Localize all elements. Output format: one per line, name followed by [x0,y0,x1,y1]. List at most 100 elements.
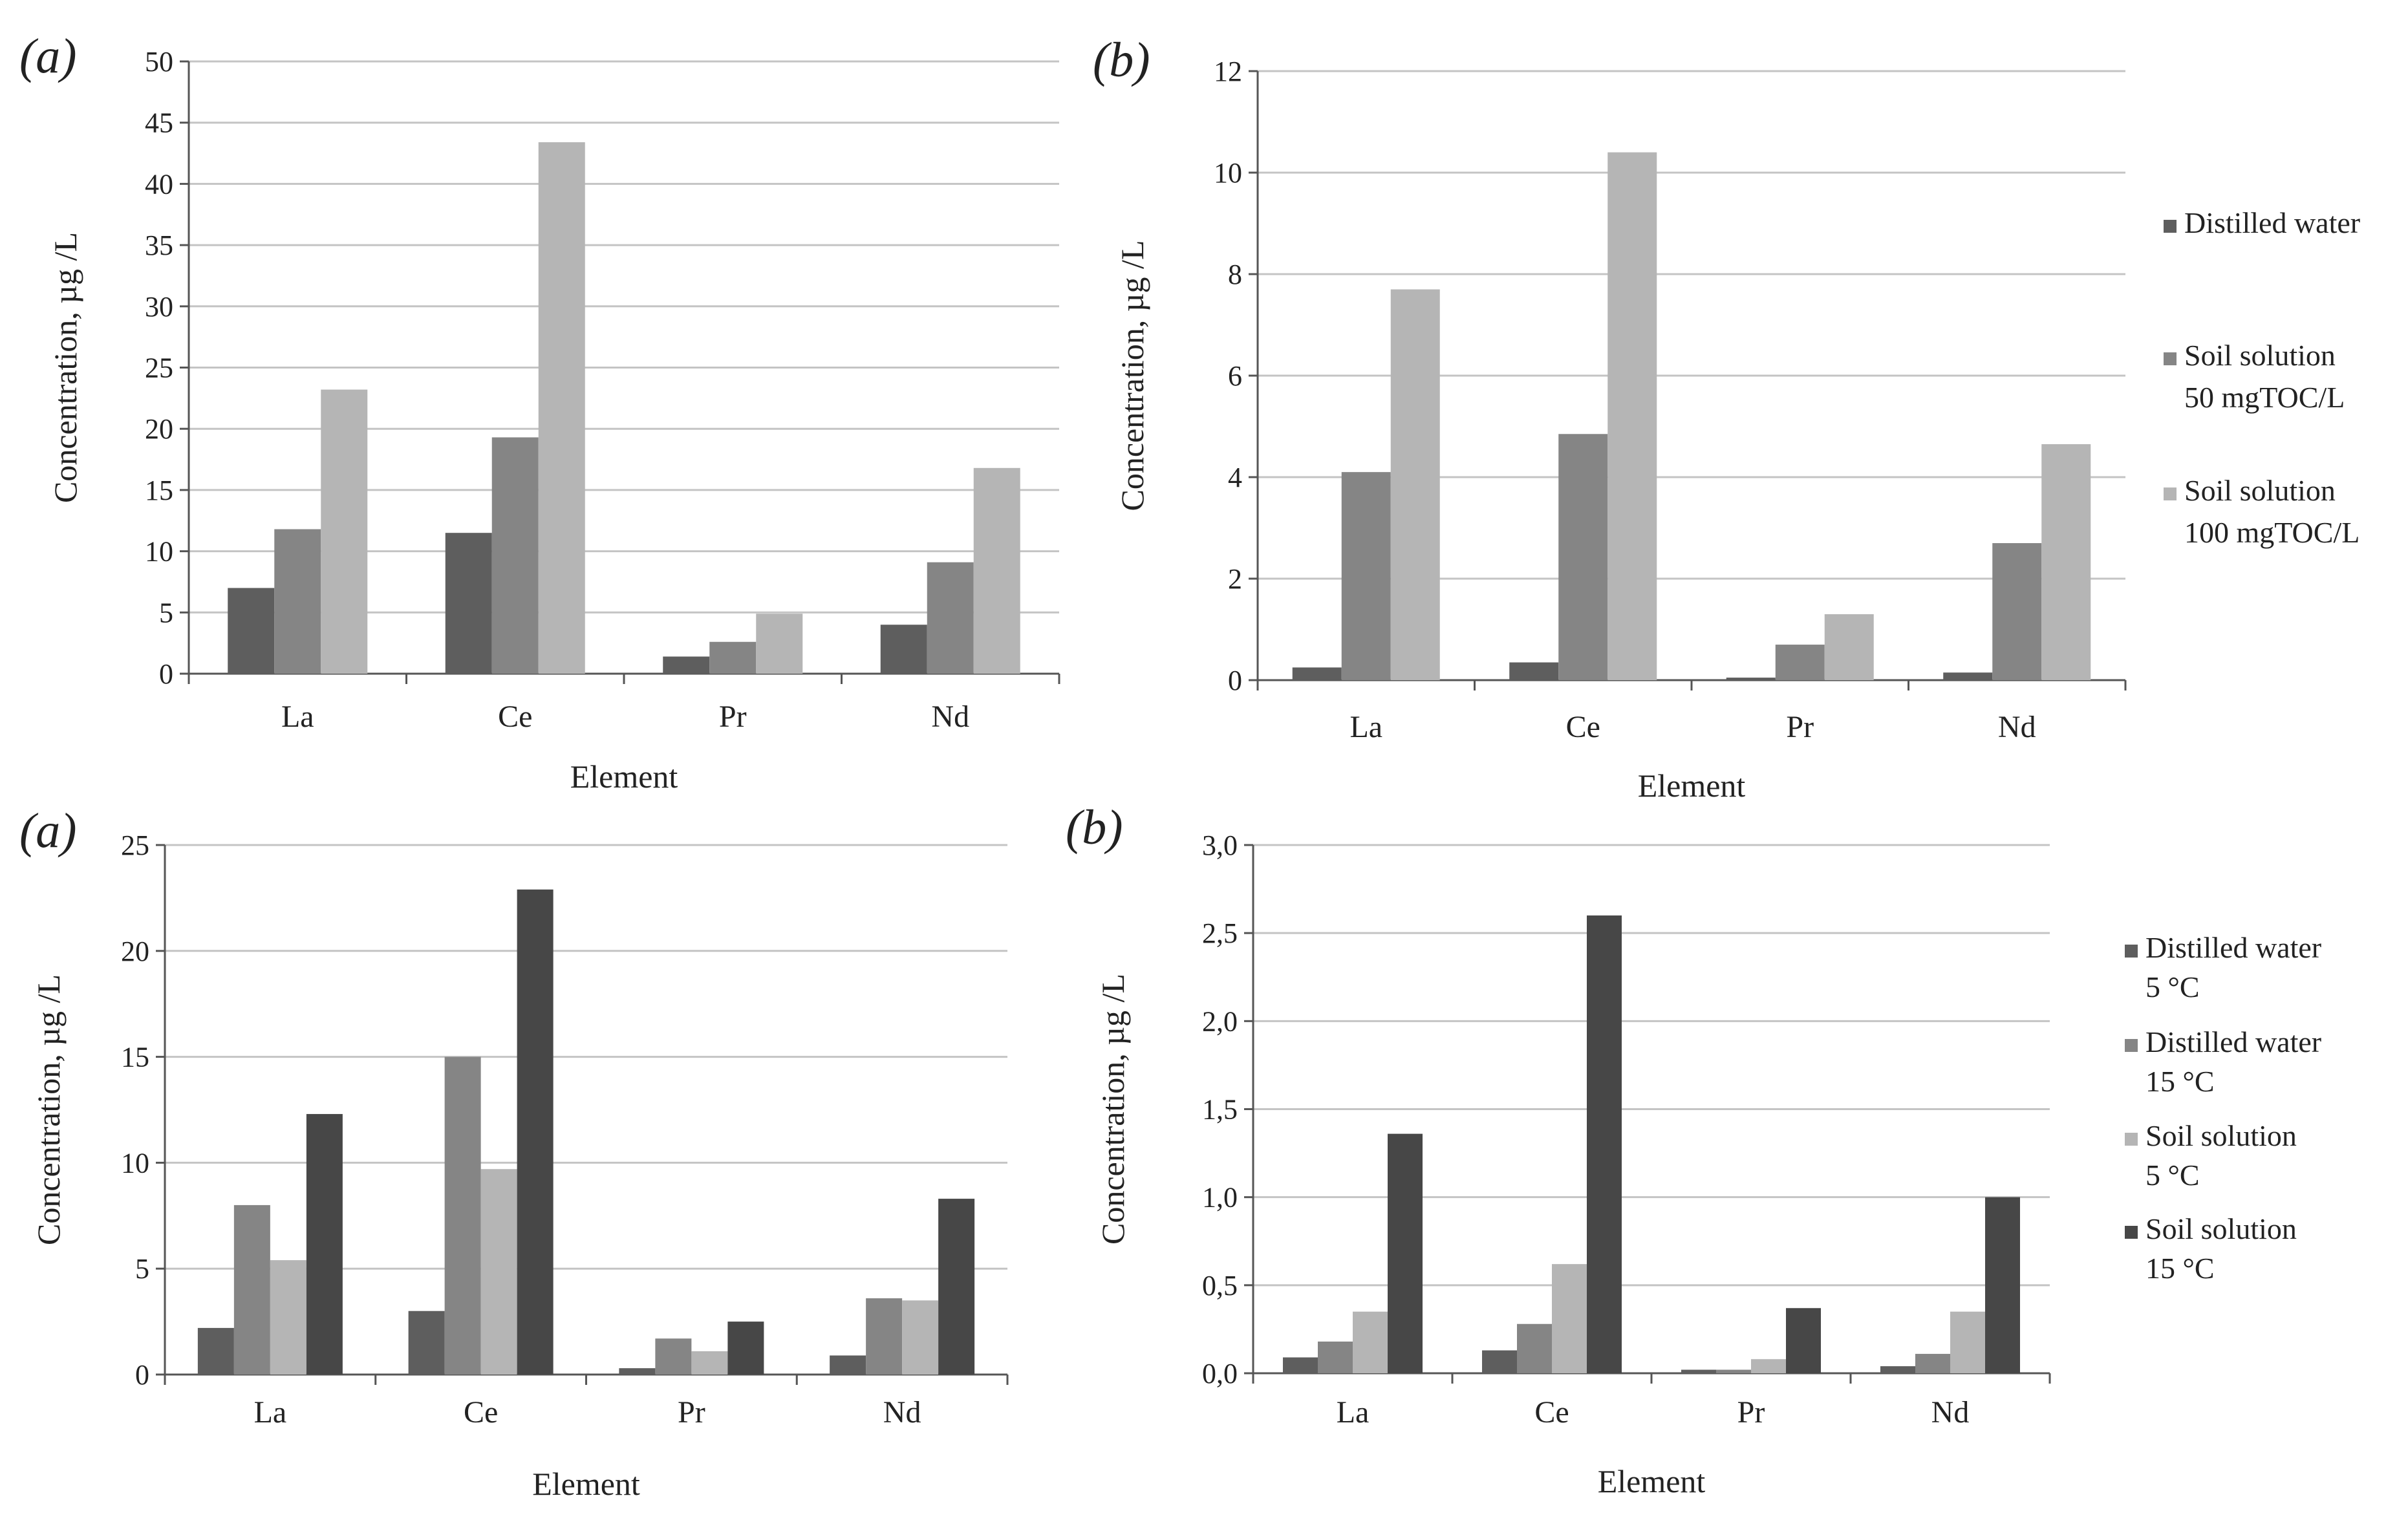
bar-la-series-1 [197,1327,234,1375]
y-tick-label: 0 [159,658,173,690]
bar-la-series-3 [1353,1311,1388,1373]
x-category-label: Ce [464,1395,498,1429]
bar-pr-series-4 [727,1322,764,1375]
bar-nd-series-2 [866,1298,903,1375]
x-category-label: Pr [1737,1395,1765,1429]
bar-nd-series-3 [973,467,1020,674]
y-tick-label: 2 [1228,563,1242,595]
legend-swatch [2164,487,2177,500]
bar-nd-series-1 [1943,672,1993,680]
x-category-label: Ce [498,700,532,734]
bar-nd-series-4 [1985,1197,2020,1373]
bar-nd-series-3 [2041,444,2091,680]
x-axis-title: Element [1638,767,1746,804]
x-category-label: La [1349,710,1382,744]
bar-ce-series-4 [517,889,554,1375]
legend-label: 15 °C [2145,1065,2215,1098]
legend-swatch [2164,352,2177,365]
x-category-label: Nd [883,1395,921,1429]
bar-la-series-2 [1341,472,1391,680]
legend-label: 15 °C [2145,1252,2215,1285]
bar-pr-series-2 [655,1338,692,1375]
legend-swatch [2164,220,2177,233]
bar-la-series-1 [1283,1357,1318,1373]
bar-ce-series-3 [538,142,585,674]
legend-label: Soil solution [2145,1119,2297,1152]
y-tick-label: 2,0 [1202,1005,1238,1037]
y-tick-label: 15 [121,1042,149,1073]
x-category-label: Pr [719,700,747,734]
y-tick-label: 12 [1214,56,1242,87]
bar-la-series-3 [270,1260,306,1375]
x-category-label: Ce [1566,710,1600,744]
bar-pr-series-2 [1716,1369,1751,1373]
legend-swatch [2125,945,2138,958]
bar-la-series-1 [1292,667,1342,680]
bar-ce-series-3 [1552,1264,1587,1373]
legend-swatch [2125,1039,2138,1052]
bar-pr-series-3 [1824,614,1874,680]
bar-la-series-2 [274,529,321,674]
y-tick-label: 20 [145,413,173,445]
y-tick-label: 10 [1214,157,1242,189]
y-tick-label: 30 [145,291,173,323]
x-category-label: Nd [931,700,969,734]
bar-pr-series-1 [619,1368,656,1375]
y-tick-label: 45 [145,107,173,139]
chart-2: 0 2 4 6 8 10 12 La Ce Pr Nd Element Concentration, µ… [1093,33,2360,804]
y-tick-label: 0,0 [1202,1358,1238,1389]
bar-nd-series-3 [902,1300,939,1375]
y-tick-label: 1,0 [1202,1182,1238,1214]
y-axis-title: Concentration, µg /L [47,232,83,503]
bar-pr-series-1 [1681,1369,1716,1373]
bar-ce-series-2 [491,437,539,674]
bar-nd-series-4 [938,1199,975,1375]
y-tick-label: 3,0 [1202,830,1238,861]
legend-label: 100 mgTOC/L [2184,516,2360,549]
y-tick-label: 40 [145,168,173,200]
legend-label: Soil solution [2145,1212,2297,1245]
bar-nd-series-3 [1950,1311,1985,1373]
bar-ce-series-3 [1607,152,1657,681]
y-tick-label: 20 [121,936,149,967]
x-category-label: Ce [1534,1395,1569,1429]
y-tick-label: 6 [1228,360,1242,392]
y-tick-label: 0,5 [1202,1270,1238,1301]
bar-ce-series-3 [480,1169,517,1375]
legend-swatch [2125,1133,2138,1146]
y-tick-label: 10 [121,1147,149,1179]
y-tick-label: 0 [135,1359,149,1391]
y-tick-label: 25 [145,352,173,384]
bar-pr-series-1 [1726,678,1776,680]
y-tick-label: 15 [145,475,173,506]
y-tick-label: 8 [1228,259,1242,290]
bar-pr-series-3 [1751,1359,1786,1373]
bar-pr-series-3 [691,1351,728,1375]
legend-label: Distilled water [2145,1025,2321,1058]
bar-nd-series-2 [1915,1354,1950,1373]
panel-label: (b) [1093,33,1150,87]
bar-ce-series-4 [1587,915,1622,1373]
legend-label: 50 mgTOC/L [2184,381,2345,414]
bar-nd-series-2 [1992,543,2042,680]
y-tick-label: 4 [1228,462,1242,493]
legend-label: 5 °C [2145,1159,2200,1192]
bar-ce-series-1 [445,533,492,674]
bar-pr-series-3 [756,614,803,674]
x-category-label: Nd [1931,1395,1970,1429]
chart-3: 0 5 10 15 20 25 La Ce Pr Nd Element Concentration, … [19,804,1009,1502]
y-tick-label: 0 [1228,665,1242,696]
y-tick-label: 35 [145,230,173,261]
legend-label: Distilled water [2184,206,2360,239]
panel-label: (a) [19,29,77,83]
bar-la-series-2 [233,1204,270,1375]
bar-la-series-4 [306,1114,343,1375]
bar-nd-series-2 [927,562,974,674]
legend-label: 5 °C [2145,970,2200,1003]
x-axis-title: Element [1598,1463,1706,1499]
bar-la-series-1 [228,588,275,674]
bar-ce-series-2 [1517,1323,1552,1373]
bar-nd-series-1 [830,1355,866,1375]
x-category-label: La [254,1395,287,1429]
